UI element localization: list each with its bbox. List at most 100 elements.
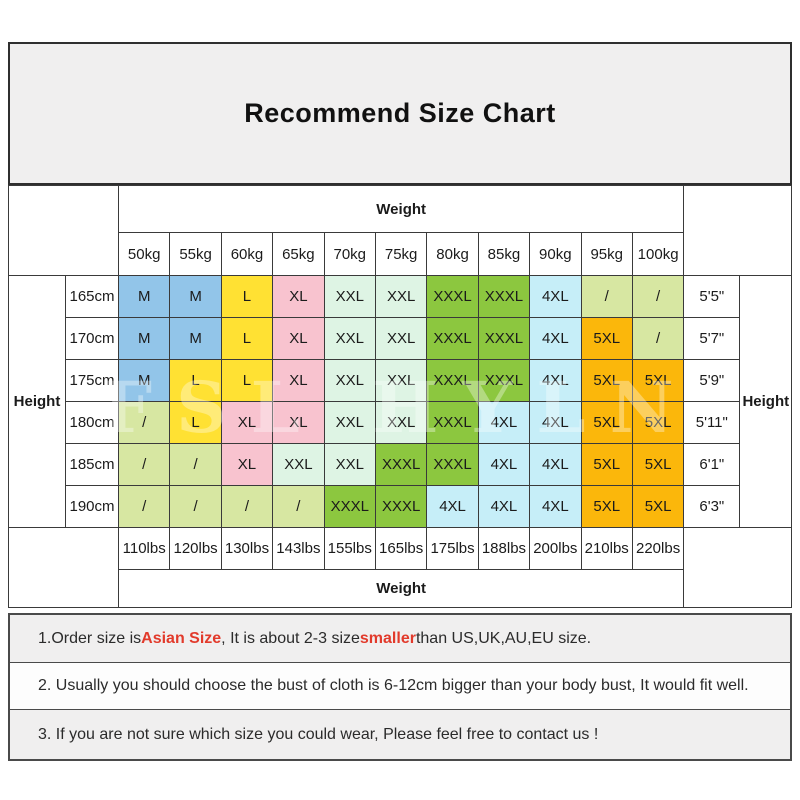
- note-row-2: 2. Usually you should choose the bust of…: [10, 662, 790, 709]
- height-row: 190cm / / / / XXXL XXXL 4XL 4XL 4XL 5XL 5XL 6'3": [9, 485, 792, 528]
- size-cell: /: [631, 275, 685, 318]
- corner-cell-top-left: [8, 185, 119, 276]
- weight-header-row: Weight: [8, 185, 793, 276]
- size-cell: L: [169, 359, 222, 402]
- weight-lbs-row: 110lbs 120lbs 130lbs 143lbs 155lbs 165lbs 175l…: [8, 527, 793, 608]
- weight-lbs-cell: 165lbs: [374, 527, 428, 570]
- size-cell: XXXL: [477, 359, 531, 402]
- size-cell: XXXL: [426, 401, 479, 444]
- size-cell: 5XL: [631, 359, 685, 402]
- weight-kg-cell: 90kg: [529, 232, 582, 276]
- weight-kg-cell: 50kg: [117, 232, 171, 276]
- notes-box: 1.Order size is Asian Size, It is about …: [8, 613, 792, 761]
- height-cm-cell: 175cm: [65, 359, 119, 402]
- size-cell: M: [117, 359, 171, 402]
- size-cell: XXXL: [374, 443, 428, 486]
- weight-kg-cell: 65kg: [272, 232, 325, 276]
- size-cell: M: [117, 275, 171, 318]
- note-text: 3. If you are not sure which size you co…: [38, 725, 599, 743]
- size-cell: XXL: [323, 359, 376, 402]
- weight-kg-cell: 95kg: [580, 232, 633, 276]
- weight-lbs-cell: 120lbs: [169, 527, 222, 570]
- size-cell: XXXL: [426, 359, 479, 402]
- size-cell: XXXL: [374, 485, 428, 528]
- size-cell: 5XL: [631, 485, 685, 528]
- size-cell: XL: [220, 443, 274, 486]
- size-cell: XXL: [374, 317, 428, 360]
- size-cell: XXL: [272, 443, 325, 486]
- size-cell: /: [272, 485, 325, 528]
- title-box: Recommend Size Chart: [8, 42, 792, 185]
- size-cell: XXL: [323, 275, 376, 318]
- weight-lbs-cell: 143lbs: [272, 527, 325, 570]
- size-cell: XL: [220, 401, 274, 444]
- size-cell: L: [169, 401, 222, 444]
- size-cell: 5XL: [631, 443, 685, 486]
- size-cell: XXL: [374, 401, 428, 444]
- note-text: , It is about 2-3 size: [221, 629, 360, 647]
- weight-kg-cell: 55kg: [169, 232, 222, 276]
- size-cell: L: [220, 275, 274, 318]
- weight-lbs-cell: 220lbs: [631, 527, 685, 570]
- size-cell: XXL: [323, 317, 376, 360]
- size-cell: /: [631, 317, 685, 360]
- size-cell: XL: [272, 275, 325, 318]
- size-cell: 4XL: [529, 275, 582, 318]
- weight-kg-cell: 70kg: [323, 232, 376, 276]
- size-cell: M: [117, 317, 171, 360]
- size-cell: XXXL: [426, 275, 479, 318]
- height-cm-cell: 165cm: [65, 275, 119, 318]
- size-cell: 4XL: [477, 443, 531, 486]
- height-cm-cell: 190cm: [65, 485, 119, 528]
- size-cell: 5XL: [580, 485, 633, 528]
- size-cell: /: [169, 443, 222, 486]
- size-cell: XXXL: [426, 317, 479, 360]
- weight-lbs-cell: 155lbs: [323, 527, 376, 570]
- size-cell: XXXL: [323, 485, 376, 528]
- size-cell: L: [220, 359, 274, 402]
- weight-kg-row: 50kg 55kg 60kg 65kg 70kg 75kg 80kg 85kg 90kg 95kg…: [9, 232, 792, 276]
- size-cell: /: [117, 401, 171, 444]
- note-text: than US,UK,AU,EU size.: [415, 629, 592, 647]
- height-row: 170cm M M L XL XXL XXL XXXL XXXL 4XL 5XL/5'7": [9, 317, 792, 360]
- height-row: 180cm / L XL XL XXL XXL XXXL 4XL 4XL 5XL 5XL 5'11": [9, 401, 792, 444]
- weight-kg-cell: 80kg: [426, 232, 479, 276]
- size-cell: XXL: [323, 401, 376, 444]
- size-cell: XXXL: [477, 317, 531, 360]
- note-row-3: 3. If you are not sure which size you co…: [10, 709, 790, 759]
- size-cell: /: [580, 275, 633, 318]
- size-cell: /: [169, 485, 222, 528]
- note-row-1: 1.Order size is Asian Size, It is about …: [10, 615, 790, 662]
- height-row: Height 165cm M M L XL XXL XXL XXXL XXXL 4XL //5'5" H…: [8, 275, 793, 528]
- size-cell: XL: [272, 401, 325, 444]
- size-cell: M: [169, 317, 222, 360]
- size-cell: /: [117, 443, 171, 486]
- weight-footer-row: Weight: [9, 569, 792, 608]
- size-cell: XXL: [374, 359, 428, 402]
- size-cell: XXXL: [426, 443, 479, 486]
- height-label-right-cell: Height: [739, 275, 793, 528]
- size-cell: 4XL: [477, 401, 531, 444]
- corner-cell-bottom-right: [683, 527, 793, 608]
- weight-lbs-cell: 188lbs: [477, 527, 531, 570]
- height-row: 175cm M L L XL XXL XXL XXXL XXXL 4XL 5XL 5XL 5'9": [9, 359, 792, 402]
- height-row: 185cm / / XL XXL XXL XXXL XXXL 4XL 4XL 5XL 5XL 6'1": [9, 443, 792, 486]
- size-cell: XL: [272, 359, 325, 402]
- size-cell: 4XL: [529, 401, 582, 444]
- height-cm-cell: 180cm: [65, 401, 119, 444]
- corner-cell-bottom-left: [8, 527, 119, 608]
- size-cell: XXL: [323, 443, 376, 486]
- height-cm-cell: 185cm: [65, 443, 119, 486]
- size-cell: M: [169, 275, 222, 318]
- height-ft-cell: 5'7": [683, 317, 741, 360]
- note-text: 2. Usually you should choose the bust of…: [38, 677, 749, 694]
- height-ft-cell: 6'1": [683, 443, 741, 486]
- size-cell: 5XL: [580, 317, 633, 360]
- size-cell: XXXL: [477, 275, 531, 318]
- size-cell: 4XL: [529, 485, 582, 528]
- weight-lbs-cell: 130lbs: [220, 527, 274, 570]
- weight-lbs-cell: 110lbs: [117, 527, 171, 570]
- weight-kg-cell: 60kg: [220, 232, 274, 276]
- size-cell: 5XL: [580, 401, 633, 444]
